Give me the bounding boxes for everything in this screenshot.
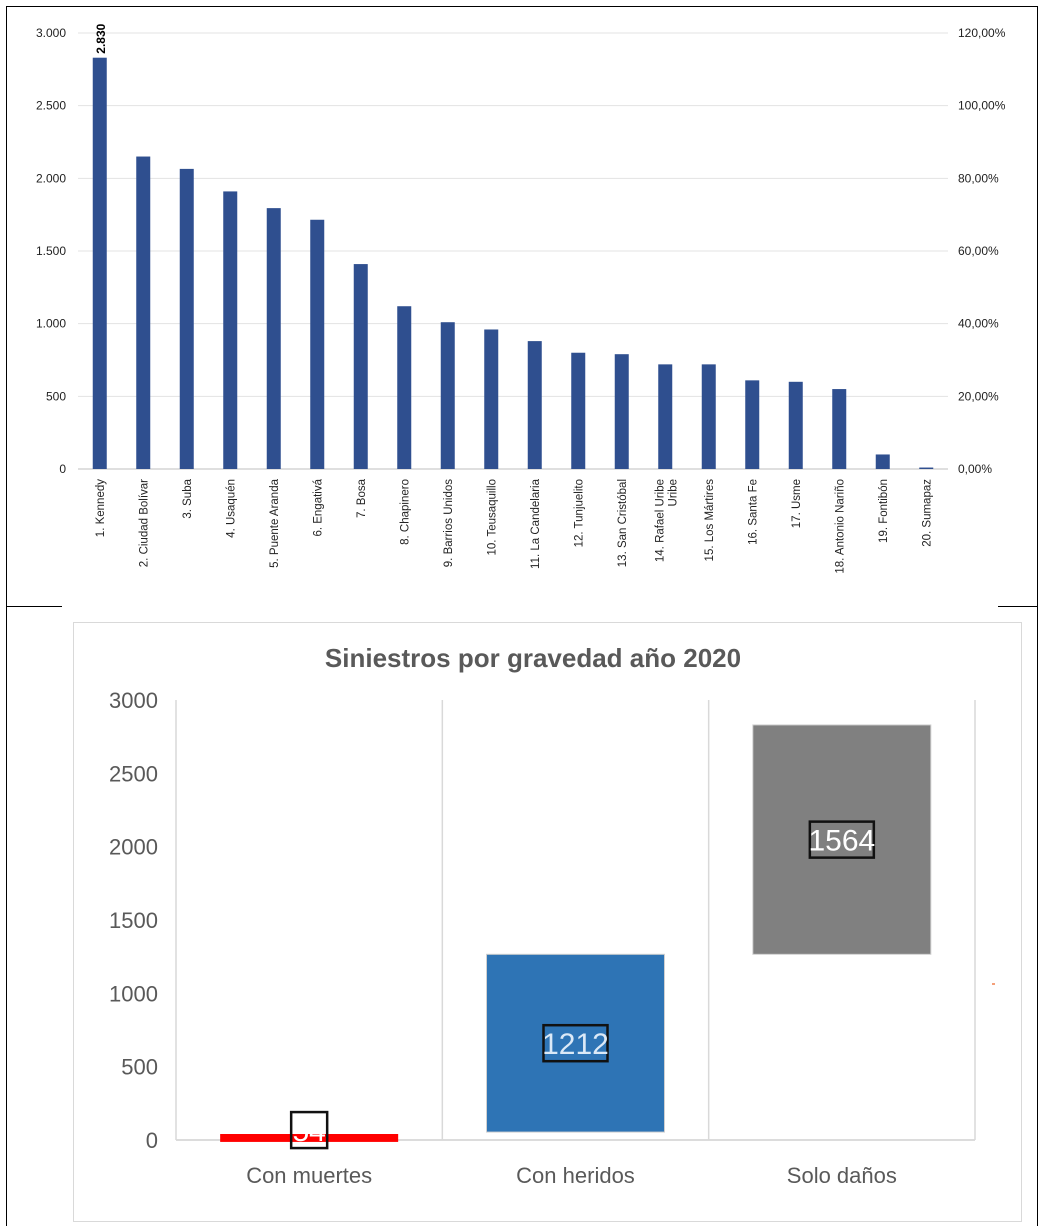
x-tick-label: 3. Suba [182, 478, 194, 518]
x-tick-label: 11. La Candelaria [530, 478, 542, 569]
y-tick-label: 0 [59, 462, 66, 476]
x-tick-label: 15. Los Mártires [704, 479, 716, 562]
y2-tick-label: 0,00% [958, 462, 992, 476]
bar [136, 156, 151, 470]
x-tick-label: 16. Santa Fe [747, 479, 759, 545]
bar [614, 354, 629, 469]
y-tick-label: 2500 [109, 761, 158, 786]
y-tick-label: 2.500 [36, 99, 66, 113]
bar [266, 208, 281, 470]
bar [484, 329, 499, 469]
y2-tick-label: 40,00% [958, 317, 999, 331]
floating-bar [752, 724, 932, 955]
y-tick-label: 500 [121, 1055, 158, 1080]
data-label: 1564 [808, 825, 875, 858]
bar [875, 454, 890, 469]
x-tick-label: 17. Usme [791, 479, 803, 528]
data-label-box [542, 1023, 609, 1063]
y-tick-label: 0 [146, 1128, 158, 1153]
frame-edge-left [6, 608, 7, 1226]
y-tick-label: 1.000 [36, 317, 66, 331]
y-tick-label: 1500 [109, 908, 158, 933]
stray-mark [992, 983, 995, 985]
district-bar-chart: 0 500 1.000 1.500 2.000 2.500 3.000 0,00% 20,00%… [36, 23, 1006, 574]
bar [788, 381, 803, 469]
x-tick-label: 5. Puente Aranda [269, 478, 281, 567]
data-label-box [289, 1110, 329, 1150]
bar [179, 168, 194, 470]
bar [832, 389, 847, 469]
data-label: 1212 [542, 1028, 609, 1061]
x-tick-label: 12. Tunjuelito [573, 479, 585, 547]
y-tick-label: 3000 [109, 688, 158, 713]
bar [919, 467, 934, 469]
frame-edge-right [1037, 608, 1038, 1226]
data-label-box [808, 820, 876, 859]
bar [310, 219, 325, 469]
x-tick-label: 19. Fontibón [878, 479, 890, 543]
x-tick-label: 1. Kennedy [95, 479, 107, 537]
bar [353, 264, 368, 469]
x-tick-label: 2. Ciudad Bolívar [138, 479, 150, 567]
data-label: 54 [292, 1115, 325, 1148]
bar [92, 57, 107, 469]
separator-line-right [998, 606, 1038, 607]
y-tick-label: 2.000 [36, 171, 66, 185]
bar [701, 364, 716, 469]
x-tick-label: 6. Engativá [312, 478, 324, 536]
bar [658, 364, 673, 469]
chart-title: Siniestros por gravedad año 2020 [325, 643, 741, 673]
y2-tick-label: 80,00% [958, 171, 999, 185]
floating-bar [486, 953, 665, 1133]
x-tick-label: 20. Sumapaz [921, 479, 933, 547]
x-tick-label: Solo daños [787, 1163, 897, 1188]
floating-bar [220, 1134, 399, 1142]
x-tick-label: Con heridos [516, 1163, 635, 1188]
top-chart-frame [6, 6, 1038, 608]
x-tick-label: Con muertes [246, 1163, 372, 1188]
x-tick-label: 10. Teusaquillo [486, 479, 498, 556]
bar [745, 380, 760, 469]
separator-line-left [6, 606, 62, 607]
y2-tick-label: 20,00% [958, 389, 999, 403]
bar [397, 306, 412, 469]
x-tick-label: 18. Antonio Nariño [834, 479, 846, 574]
x-tick-label: 7. Bosa [356, 478, 368, 518]
x-tick-label: 8. Chapinero [399, 479, 411, 545]
y-tick-label: 2000 [109, 835, 158, 860]
x-tick-label: 4. Usaquén [225, 479, 237, 538]
x-tick-label: 13. San Cristóbal [617, 479, 629, 567]
bar [223, 191, 238, 469]
bar [527, 341, 542, 469]
bar [571, 352, 586, 469]
data-label: 2.830 [94, 23, 108, 53]
x-tick-label: 14. Rafael Uribe [654, 479, 666, 562]
y2-tick-label: 60,00% [958, 244, 999, 258]
y-tick-label: 3.000 [36, 26, 66, 40]
y-tick-label: 500 [46, 389, 66, 403]
x-tick-label: 9. Barrios Unidos [443, 479, 455, 567]
y-tick-label: 1000 [109, 981, 158, 1006]
y-tick-label: 1.500 [36, 244, 66, 258]
y2-tick-label: 100,00% [958, 99, 1006, 113]
bar [440, 322, 455, 469]
x-tick-label: Uribe [667, 479, 679, 506]
y2-tick-label: 120,00% [958, 26, 1006, 40]
